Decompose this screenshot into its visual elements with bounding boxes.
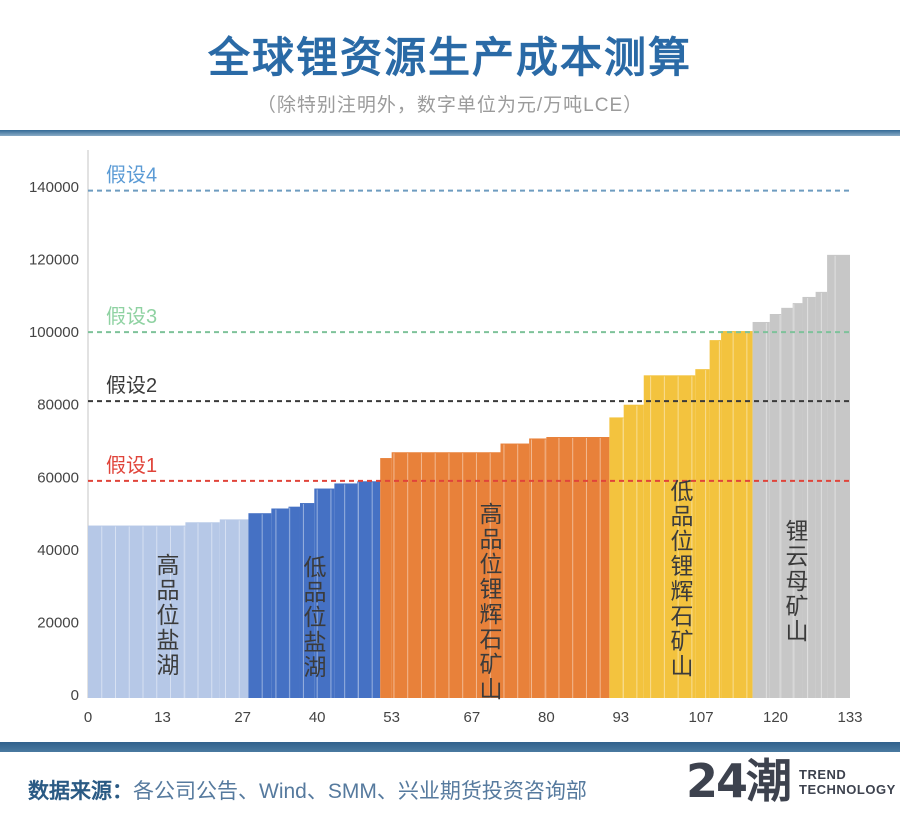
x-tick-label: 0: [84, 709, 92, 726]
cost-step-bar: [781, 307, 793, 698]
y-tick-label: 140000: [29, 179, 79, 196]
cost-step-bar: [314, 488, 335, 698]
logo-tagline-line2: TECHNOLOGY: [799, 781, 896, 797]
hypothesis-label: 假设4: [106, 164, 157, 187]
cost-step-bar: [88, 525, 186, 698]
cost-step-bar: [623, 404, 644, 698]
cost-step-bar: [827, 254, 850, 698]
cost-step-bar: [185, 522, 220, 698]
x-tick-label: 40: [309, 709, 326, 726]
cost-curve-bars: [88, 254, 850, 698]
cost-step-bar: [288, 506, 300, 698]
cost-step-bar: [299, 503, 315, 698]
hypothesis-label: 假设2: [106, 374, 157, 397]
segment-label-lepidolite-mine: 锂云母矿山: [782, 519, 808, 644]
cost-step-bar: [769, 314, 782, 698]
cost-step-bar: [391, 452, 501, 698]
segment-label-low-grade-spodumene-mine: 低品位锂辉石矿山: [667, 479, 693, 679]
x-tick-label: 53: [383, 709, 400, 726]
title-divider: [0, 130, 900, 136]
cost-step-bar: [219, 519, 249, 698]
cost-step-bar: [529, 438, 547, 698]
x-tick-label: 120: [763, 709, 788, 726]
logo-wordmark: 24潮: [686, 754, 792, 808]
y-tick-label: 60000: [37, 469, 79, 486]
cost-step-bar: [721, 331, 753, 698]
x-tick-label: 27: [234, 709, 251, 726]
x-tick-label: 67: [464, 709, 481, 726]
cost-step-bar: [752, 321, 770, 698]
hypothesis-label: 假设1: [106, 454, 157, 477]
y-tick-label: 120000: [29, 252, 79, 269]
logo-tagline-line1: TREND: [799, 767, 847, 782]
cost-step-bar: [643, 375, 696, 698]
x-tick-label: 80: [538, 709, 555, 726]
cost-step-bar: [357, 481, 381, 698]
cost-step-bar: [271, 508, 289, 698]
page-title: 全球锂资源生产成本测算: [207, 34, 692, 81]
cost-step-bar: [609, 417, 624, 698]
x-tick-label: 93: [612, 709, 629, 726]
segment-label-high-grade-spodumene-mine: 高品位锂辉石矿山: [476, 502, 502, 702]
x-tick-label: 133: [837, 709, 862, 726]
data-source: 数据来源：各公司公告、Wind、SMM、兴业期货投资咨询部: [28, 775, 587, 805]
x-tick-label: 13: [154, 709, 171, 726]
footer-divider: [0, 742, 900, 752]
y-tick-label: 0: [71, 687, 79, 704]
hypothesis-label: 假设3: [106, 305, 157, 328]
x-tick-labels: 0 13 27 40 53 67 80 93 107 120 133: [84, 709, 863, 726]
cost-step-bar: [500, 443, 530, 698]
cost-step-bar: [334, 483, 358, 698]
cost-step-bar: [709, 340, 722, 698]
segment-label-high-grade-salt-lake: 高品位盐湖: [153, 553, 179, 678]
segment-label-low-grade-salt-lake: 低品位盐湖: [300, 555, 326, 680]
cost-step-bar: [695, 369, 710, 698]
y-tick-label: 100000: [29, 324, 79, 341]
y-tick-label: 20000: [37, 614, 79, 631]
page-subtitle: （除特别注明外，数字单位为元/万吨LCE）: [256, 95, 644, 116]
y-tick-label: 40000: [37, 542, 79, 559]
data-source-text: 各公司公告、Wind、SMM、兴业期货投资咨询部: [133, 780, 587, 803]
cost-step-bar: [792, 303, 803, 698]
data-source-label: 数据来源：: [28, 780, 133, 803]
hypothesis-lines: 假设1 假设2 假设3 假设4: [88, 164, 850, 482]
cost-step-bar: [380, 458, 392, 698]
y-tick-label: 80000: [37, 397, 79, 414]
brand-logo: 24潮 TREND TECHNOLOGY: [686, 756, 896, 807]
x-tick-label: 107: [689, 709, 714, 726]
logo-tagline: TREND TECHNOLOGY: [799, 767, 896, 798]
cost-step-bar: [802, 296, 816, 698]
y-tick-labels: 0 20000 40000 60000 80000 100000 120000 140000: [29, 179, 79, 704]
cost-step-bar: [248, 513, 272, 698]
cost-step-bar: [815, 291, 828, 698]
